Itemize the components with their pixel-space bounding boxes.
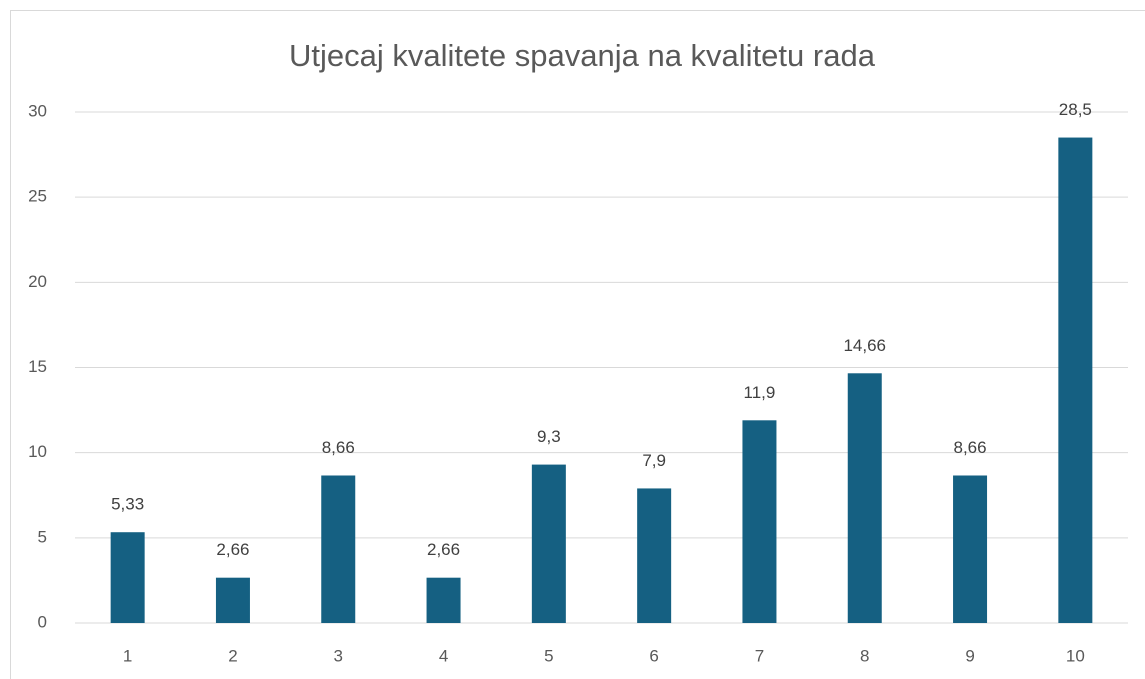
x-tick-label: 8 [860,646,869,665]
bar [742,420,777,623]
bar [531,464,566,623]
x-tick-label: 6 [649,646,658,665]
data-label: 8,66 [954,438,987,457]
bar [110,532,145,623]
x-tick-label: 9 [965,646,974,665]
bar [321,475,356,623]
bar [847,373,882,623]
y-tick-label: 20 [28,272,47,291]
data-label: 28,5 [1059,100,1092,119]
chart-title: Utjecaj kvalitete spavanja na kvalitetu … [289,38,876,73]
data-label: 14,66 [843,336,886,355]
bar [215,577,250,623]
x-tick-label: 5 [544,646,553,665]
x-tick-label: 10 [1066,646,1085,665]
x-tick-label: 1 [123,646,132,665]
data-label: 2,66 [427,540,460,559]
y-tick-label: 30 [28,101,47,120]
x-tick-label: 2 [228,646,237,665]
data-label: 11,9 [744,383,776,402]
data-label: 8,66 [322,438,355,457]
y-tick-label: 10 [28,442,47,461]
bar [1058,137,1093,624]
data-label: 5,33 [111,495,144,514]
y-tick-label: 5 [38,527,47,546]
y-tick-label: 15 [28,357,47,376]
y-tick-label: 25 [28,187,47,206]
x-tick-label: 4 [439,646,448,665]
bar [637,488,672,623]
bar [426,577,461,623]
data-label: 9,3 [537,427,561,446]
y-tick-label: 0 [38,612,47,631]
data-label: 7,9 [642,451,666,470]
data-label: 2,66 [216,540,249,559]
x-tick-label: 7 [755,646,764,665]
x-tick-label: 3 [334,646,343,665]
bar [953,475,988,623]
